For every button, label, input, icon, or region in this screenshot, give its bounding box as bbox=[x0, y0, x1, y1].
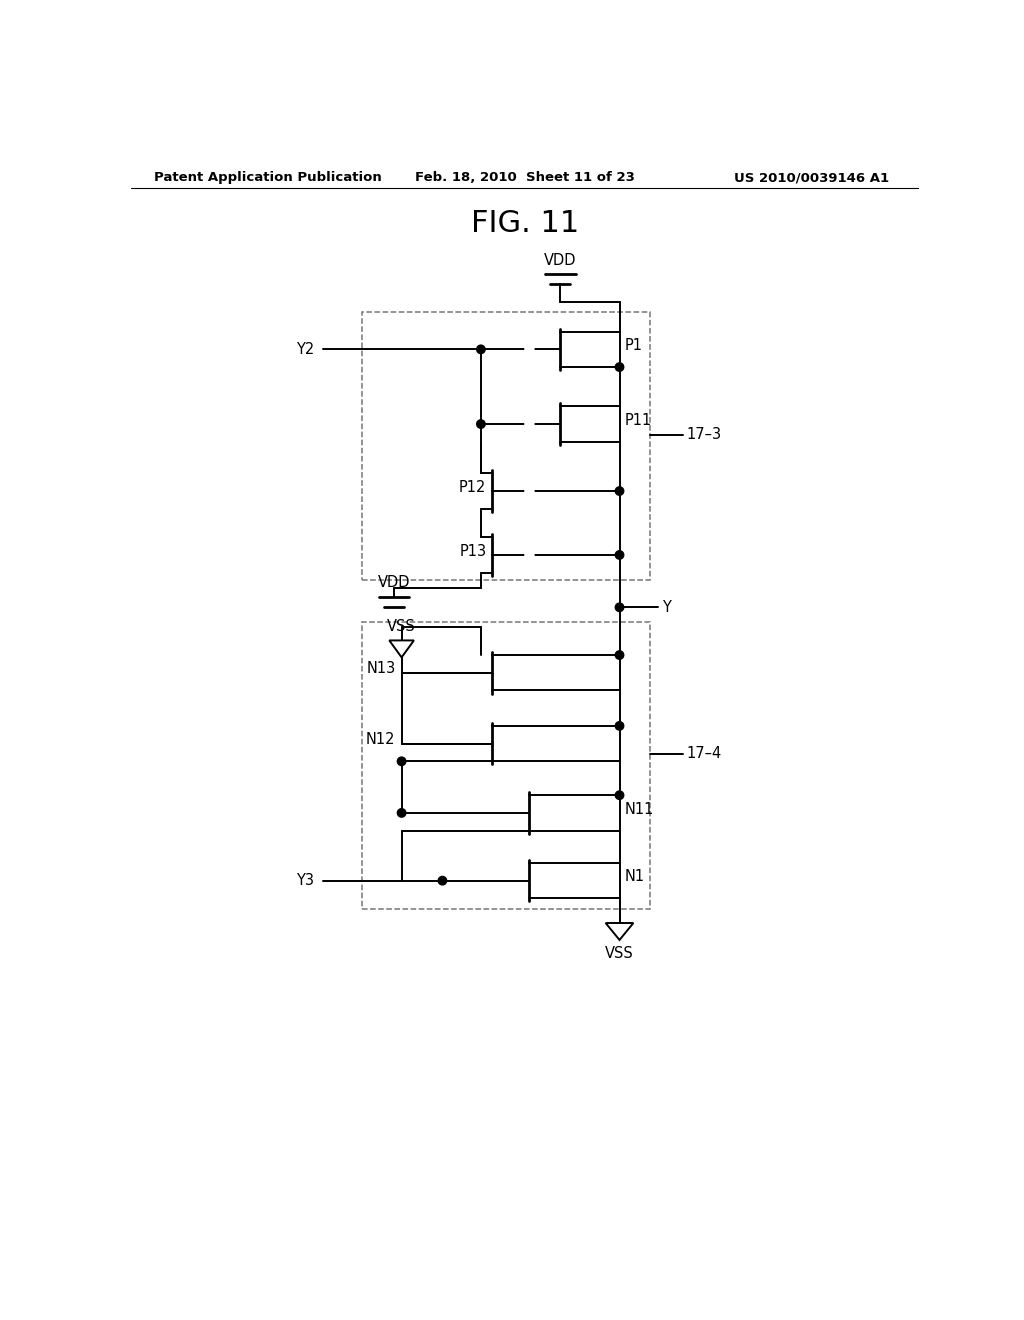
Text: FIG. 11: FIG. 11 bbox=[471, 210, 579, 239]
Circle shape bbox=[525, 550, 534, 560]
Circle shape bbox=[615, 722, 624, 730]
Circle shape bbox=[477, 345, 485, 354]
Text: VSS: VSS bbox=[605, 946, 634, 961]
Bar bbox=[361, 313, 650, 581]
Circle shape bbox=[615, 487, 624, 495]
Text: P11: P11 bbox=[625, 413, 652, 428]
Text: US 2010/0039146 A1: US 2010/0039146 A1 bbox=[734, 172, 889, 185]
Text: Y2: Y2 bbox=[296, 342, 313, 356]
Text: P12: P12 bbox=[459, 479, 486, 495]
Text: N12: N12 bbox=[366, 733, 395, 747]
Circle shape bbox=[477, 420, 485, 428]
Text: Y3: Y3 bbox=[296, 873, 313, 888]
Text: P1: P1 bbox=[625, 338, 643, 352]
Text: 17–3: 17–3 bbox=[686, 428, 722, 442]
Circle shape bbox=[615, 363, 624, 371]
Circle shape bbox=[615, 550, 624, 560]
Text: VSS: VSS bbox=[387, 619, 416, 634]
Circle shape bbox=[525, 487, 534, 495]
Circle shape bbox=[438, 876, 446, 884]
Text: VDD: VDD bbox=[544, 253, 577, 268]
Text: N11: N11 bbox=[625, 801, 654, 817]
Text: VDD: VDD bbox=[378, 576, 411, 590]
Circle shape bbox=[525, 420, 534, 428]
Circle shape bbox=[615, 791, 624, 800]
Circle shape bbox=[397, 758, 406, 766]
Circle shape bbox=[615, 651, 624, 659]
Text: N13: N13 bbox=[367, 661, 395, 676]
Text: Feb. 18, 2010  Sheet 11 of 23: Feb. 18, 2010 Sheet 11 of 23 bbox=[415, 172, 635, 185]
Bar bbox=[361, 622, 650, 909]
Text: Patent Application Publication: Patent Application Publication bbox=[154, 172, 381, 185]
Circle shape bbox=[615, 603, 624, 611]
Text: P13: P13 bbox=[459, 544, 486, 558]
Text: 17–4: 17–4 bbox=[686, 747, 722, 762]
Circle shape bbox=[397, 809, 406, 817]
Circle shape bbox=[525, 345, 534, 354]
Text: N1: N1 bbox=[625, 870, 645, 884]
Text: Y: Y bbox=[662, 599, 671, 615]
